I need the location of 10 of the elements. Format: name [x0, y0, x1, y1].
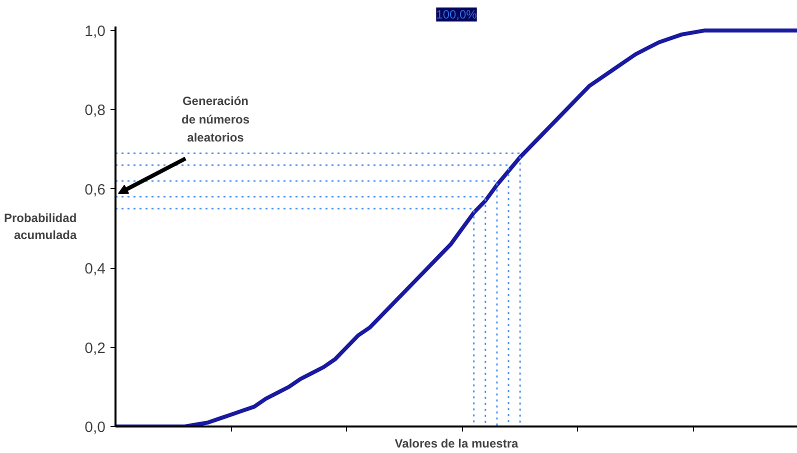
chart-title: 100,0%: [436, 8, 478, 22]
y-tick-label: 0,8: [84, 102, 106, 120]
y-tick-label: 0,0: [84, 419, 106, 436]
y-tick-label: 1,0: [84, 22, 106, 40]
y-axis-title: Probabilidad acumulada: [4, 211, 77, 242]
x-axis-title: Valores de la muestra: [394, 436, 519, 450]
y-tick-label: 0,4: [84, 260, 106, 278]
y-tick-label: 0,2: [84, 340, 106, 357]
annotation: Generación de números aleatorios: [181, 94, 250, 144]
y-tick-label: 0,6: [84, 181, 106, 198]
